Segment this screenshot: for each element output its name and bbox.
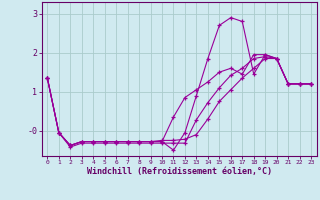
X-axis label: Windchill (Refroidissement éolien,°C): Windchill (Refroidissement éolien,°C) xyxy=(87,167,272,176)
